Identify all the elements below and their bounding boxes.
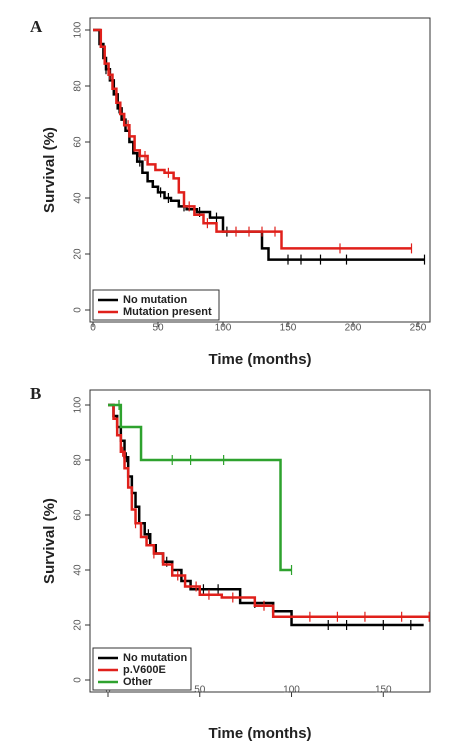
- y-tick-label: 100: [73, 21, 84, 38]
- y-axis-label: Survival (%): [41, 498, 58, 584]
- legend-box: [92, 289, 220, 321]
- y-tick-label: 40: [73, 564, 84, 576]
- survival-curve: [108, 403, 430, 618]
- panel-label: A: [30, 17, 43, 36]
- y-axis-label: Survival (%): [41, 127, 58, 213]
- y-tick-label: 40: [73, 192, 84, 204]
- plot-frame: [89, 389, 431, 693]
- x-axis-label: Time (months): [208, 725, 311, 742]
- x-tick-label: 50: [152, 323, 164, 334]
- y-tick-label: 60: [73, 509, 84, 521]
- survival-curve: [108, 403, 424, 627]
- y-tick-label: 20: [73, 619, 84, 631]
- x-tick-label: 50: [194, 685, 206, 696]
- y-tick-label: 20: [73, 248, 84, 260]
- y-tick-label: 80: [73, 80, 84, 92]
- survival-curve: [93, 28, 425, 261]
- survival-curve: [93, 28, 412, 250]
- panel-label: B: [30, 384, 41, 403]
- x-tick-label: 100: [283, 685, 300, 696]
- y-tick-label: 60: [73, 136, 84, 148]
- x-tick-label: 250: [410, 323, 427, 334]
- legend-label: p.V600E: [123, 664, 166, 676]
- y-tick-label: 100: [73, 396, 84, 413]
- y-tick-label: 80: [73, 454, 84, 466]
- x-tick-label: 150: [280, 323, 297, 334]
- y-tick-label: 0: [73, 307, 84, 313]
- x-tick-label: 0: [90, 323, 96, 334]
- legend-label: Other: [123, 676, 153, 688]
- y-tick-label: 0: [73, 677, 84, 683]
- x-tick-label: 200: [345, 323, 362, 334]
- legend-label: Mutation present: [123, 306, 212, 318]
- legend-label: No mutation: [123, 652, 187, 664]
- plot-frame: [89, 17, 431, 323]
- x-axis-label: Time (months): [208, 351, 311, 368]
- x-tick-label: 150: [375, 685, 392, 696]
- x-tick-label: 100: [215, 323, 232, 334]
- legend-label: No mutation: [123, 294, 187, 306]
- survival-curve: [108, 403, 292, 572]
